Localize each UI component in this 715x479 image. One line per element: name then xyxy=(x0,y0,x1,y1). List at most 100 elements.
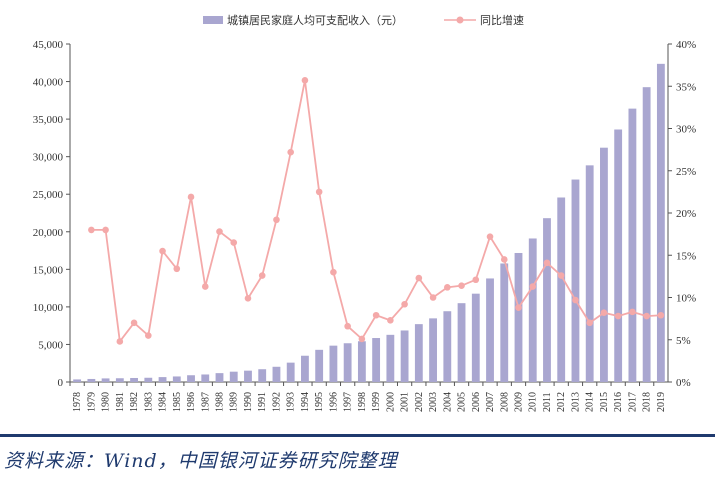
x-tick-label: 2002 xyxy=(414,392,425,412)
x-tick-label: 1998 xyxy=(357,392,368,412)
income-bar xyxy=(500,263,509,382)
x-tick-label: 1982 xyxy=(129,392,140,412)
income-bar xyxy=(571,179,580,382)
income-bar xyxy=(443,311,452,382)
x-tick-label: 2007 xyxy=(485,392,496,412)
y-right-tick-label: 15% xyxy=(676,250,696,262)
y-left-tick-label: 20,000 xyxy=(33,227,64,239)
x-tick-label: 2010 xyxy=(528,392,539,412)
x-tick-label: 2006 xyxy=(471,392,482,412)
income-bar xyxy=(258,369,267,382)
x-tick-label: 1999 xyxy=(371,392,382,412)
x-tick-label: 1991 xyxy=(257,392,268,412)
x-tick-label: 1997 xyxy=(343,392,354,412)
x-tick-label: 2016 xyxy=(613,392,624,412)
income-bar xyxy=(357,341,366,382)
y-right-tick-label: 5% xyxy=(676,335,691,347)
growth-point xyxy=(629,308,636,316)
x-tick-label: 1988 xyxy=(215,392,226,412)
income-bar xyxy=(286,362,295,382)
growth-point xyxy=(88,226,95,234)
x-tick-label: 1994 xyxy=(300,392,311,412)
x-tick-label: 1990 xyxy=(243,392,254,412)
income-bars xyxy=(73,63,665,382)
y-left-tick-label: 30,000 xyxy=(33,152,64,164)
growth-point xyxy=(173,265,181,273)
x-tick-label: 2017 xyxy=(627,392,638,412)
x-tick-label: 1987 xyxy=(200,392,211,412)
y-right-tick-label: 10% xyxy=(676,293,696,305)
growth-point xyxy=(344,322,351,330)
income-bar xyxy=(585,165,594,382)
income-bar xyxy=(457,303,466,382)
legend-swatch-growth-marker xyxy=(456,16,464,24)
growth-point xyxy=(486,233,494,240)
income-bar xyxy=(73,379,82,382)
income-bar xyxy=(201,374,210,382)
income-bar xyxy=(329,345,338,382)
y-left-tick-label: 40,000 xyxy=(33,77,64,89)
income-bar xyxy=(101,378,110,382)
growth-point xyxy=(472,276,480,284)
y-left-tick-label: 0 xyxy=(58,377,64,389)
income-bar xyxy=(543,218,551,382)
growth-point xyxy=(387,317,394,324)
x-tick-label: 2005 xyxy=(457,392,468,412)
income-bar xyxy=(87,378,96,382)
growth-point xyxy=(415,274,423,282)
x-tick-label: 1996 xyxy=(328,392,339,412)
x-tick-label: 1980 xyxy=(101,392,112,412)
x-tick-label: 2018 xyxy=(642,392,653,412)
income-bar xyxy=(386,334,395,382)
growth-point xyxy=(614,312,622,320)
income-bar xyxy=(301,355,309,382)
growth-point xyxy=(273,216,280,224)
growth-point xyxy=(643,312,650,320)
x-tick-label: 1995 xyxy=(314,392,325,412)
income-bar xyxy=(130,377,138,382)
income-bar xyxy=(187,375,195,382)
x-tick-label: 2008 xyxy=(499,392,510,412)
y-left-tick-label: 35,000 xyxy=(33,114,64,126)
x-tick-label: 1985 xyxy=(172,392,183,412)
growth-point xyxy=(301,77,309,84)
income-bar xyxy=(144,377,153,382)
x-tick-label: 1979 xyxy=(86,392,97,412)
legend-label-income: 城镇居民家庭人均可支配收入（元） xyxy=(227,13,403,27)
income-bar xyxy=(414,324,423,382)
y-left-tick-label: 25,000 xyxy=(33,189,64,201)
x-tick-label: 1978 xyxy=(72,392,83,412)
growth-line xyxy=(88,77,665,345)
income-bar xyxy=(115,378,124,382)
growth-point xyxy=(159,247,166,255)
y-left-tick-label: 45,000 xyxy=(33,39,64,51)
income-bar xyxy=(244,370,252,382)
income-bar xyxy=(528,238,537,382)
source-note: 资料来源：Wind，中国银河证券研究院整理 xyxy=(4,450,398,472)
growth-point xyxy=(401,300,408,308)
x-tick-label: 2015 xyxy=(599,392,610,412)
y-right-tick-label: 40% xyxy=(676,39,696,51)
y-right-tick-label: 30% xyxy=(676,124,696,136)
legend: 城镇居民家庭人均可支配收入（元） 同比增速 xyxy=(203,13,524,27)
income-bar xyxy=(372,338,381,382)
x-tick-label: 2011 xyxy=(542,392,553,412)
growth-point xyxy=(230,239,238,246)
growth-point xyxy=(458,282,465,289)
income-bar xyxy=(557,197,566,382)
y-right-tick-label: 20% xyxy=(676,208,696,220)
income-bar xyxy=(600,147,608,382)
income-bar xyxy=(486,278,494,382)
income-bar xyxy=(628,108,637,382)
legend-swatch-income xyxy=(203,16,223,24)
income-bar xyxy=(272,366,281,382)
growth-point xyxy=(130,319,138,327)
growth-point xyxy=(201,283,209,290)
x-tick-label: 2012 xyxy=(556,392,567,412)
x-tick-label: 2009 xyxy=(514,392,525,412)
growth-point xyxy=(116,338,124,345)
y-right-tick-label: 25% xyxy=(676,166,696,178)
y-left-tick-label: 5,000 xyxy=(38,339,63,351)
x-tick-label: 1992 xyxy=(271,392,282,412)
x-tick-label: 1981 xyxy=(115,392,126,412)
